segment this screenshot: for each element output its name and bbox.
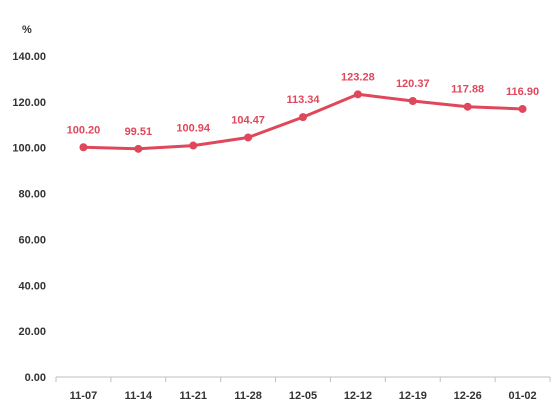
data-point <box>299 113 307 122</box>
data-label: 99.51 <box>125 126 153 138</box>
x-tick-label: 11-07 <box>70 390 98 402</box>
x-tick-label: 11-14 <box>125 390 153 402</box>
data-label: 120.37 <box>396 78 430 90</box>
y-tick-label: 140.00 <box>12 51 46 63</box>
x-tick-label: 11-28 <box>234 390 262 402</box>
data-label: 123.28 <box>341 71 375 83</box>
data-point <box>244 133 253 142</box>
x-tick-label: 11-21 <box>179 390 207 402</box>
data-point <box>189 141 198 150</box>
data-label: 116.90 <box>506 86 539 98</box>
data-point <box>518 104 527 113</box>
x-tick-label: 12-12 <box>344 390 372 402</box>
y-axis: 0.00 20.00 40.00 60.00 80.00 100.00 120.00 140.… <box>12 51 46 384</box>
y-tick-label: 0.00 <box>25 372 46 384</box>
y-tick-label: 80.00 <box>18 189 46 201</box>
series-group: 100.20 99.51 100.94 104.47 113.34 123.28 120.3… <box>67 71 539 153</box>
data-label: 100.20 <box>67 124 101 136</box>
data-point <box>134 144 143 153</box>
data-label: 117.88 <box>451 84 484 96</box>
y-axis-unit-label: % <box>22 24 32 36</box>
data-point <box>463 102 472 111</box>
data-point <box>408 97 417 106</box>
y-tick-label: 100.00 <box>12 143 46 155</box>
y-tick-label: 120.00 <box>12 97 46 109</box>
data-point <box>79 143 88 152</box>
x-tick-label: 01-02 <box>508 390 536 402</box>
x-tick-label: 12-19 <box>399 390 427 402</box>
y-tick-label: 40.00 <box>18 280 46 292</box>
x-tick-label: 12-05 <box>289 390 317 402</box>
y-tick-label: 20.00 <box>18 326 46 338</box>
data-label: 113.34 <box>286 94 320 106</box>
data-point <box>353 90 362 99</box>
data-label: 104.47 <box>231 114 265 126</box>
x-axis: 11-07 11-14 11-21 11-28 12-05 12-12 12-19 12-26… <box>55 376 551 402</box>
data-label: 100.94 <box>176 123 211 135</box>
y-tick-label: 60.00 <box>18 234 46 246</box>
x-tick-label: 12-26 <box>454 390 482 402</box>
